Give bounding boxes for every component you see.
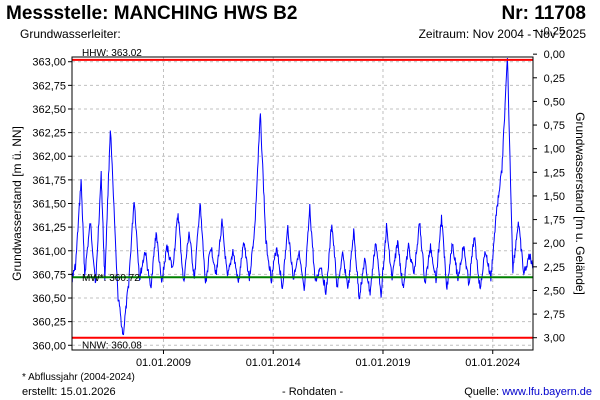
y-tick-label-right: 2,00 xyxy=(544,238,565,250)
y-tick-label-left: 360,25 xyxy=(32,317,66,329)
y-tick-label-right: 2,75 xyxy=(544,309,565,321)
y-tick-label-left: 360,50 xyxy=(32,293,66,305)
x-tick-label: 01.01.2014 xyxy=(246,357,301,369)
mean-line-label: MW*: 360.72 xyxy=(82,273,140,284)
y-tick-label-right: 1,25 xyxy=(544,167,565,179)
y-tick-label-right: 0,00 xyxy=(544,49,565,61)
y-tick-label-left: 361,75 xyxy=(32,175,66,187)
x-tick-label: 01.01.2024 xyxy=(465,357,520,369)
y-axis-label-left: Grundwasserstand [m ü. NN] xyxy=(10,126,24,281)
nnw-label: NNW: 360.08 xyxy=(82,341,142,352)
y-tick-label-left: 361,00 xyxy=(32,246,66,258)
y-tick-label-left: 362,00 xyxy=(32,151,66,163)
y-tick-label-left: 360,00 xyxy=(32,340,66,352)
y-tick-label-right: 1,00 xyxy=(544,144,565,156)
y-tick-label-left: 361,25 xyxy=(32,222,66,234)
reference-lines: MW*: 360.72 HHW: 363.02 NNW: 360.08 xyxy=(72,48,533,352)
y-tick-label-right: 1,75 xyxy=(544,215,565,227)
y-tick-label-right: 3,00 xyxy=(544,333,565,345)
y-tick-label-left: 362,75 xyxy=(32,80,66,92)
y-tick-label-right: 1,50 xyxy=(544,191,565,203)
y-tick-label-right: 0,75 xyxy=(544,120,565,132)
y-tick-label-right: -0,25 xyxy=(540,26,565,38)
created-date: erstellt: 15.01.2026 xyxy=(22,386,116,398)
series-layer xyxy=(71,57,534,336)
series-line xyxy=(71,57,534,336)
source-link[interactable]: www.lfu.bayern.de xyxy=(502,386,592,398)
y-tick-label-left: 361,50 xyxy=(32,199,66,211)
footnote: * Abflussjahr (2004-2024) xyxy=(22,372,135,383)
x-tick-label: 01.01.2009 xyxy=(136,357,191,369)
y-tick-label-right: 2,25 xyxy=(544,262,565,274)
hhw-label: HHW: 363.02 xyxy=(82,48,142,59)
y-tick-label-right: 0,25 xyxy=(544,73,565,85)
axis-ticks: 360,00 360,25 360,50 360,75 361,00 361,25 361,… xyxy=(32,26,565,369)
y-tick-label-left: 360,75 xyxy=(32,269,66,281)
station-title: Messstelle: MANCHING HWS B2 xyxy=(6,3,298,24)
y-tick-label-left: 362,25 xyxy=(32,128,66,140)
y-tick-label-right: 2,50 xyxy=(544,285,565,297)
y-axis-label-right: Grundwasserstand [m u. Gelände] xyxy=(573,112,587,295)
y-tick-label-right: 0,50 xyxy=(544,96,565,108)
y-tick-label-left: 362,50 xyxy=(32,104,66,116)
x-tick-label: 01.01.2019 xyxy=(355,357,410,369)
y-tick-label-left: 363,00 xyxy=(32,57,66,69)
source-label: Quelle: xyxy=(464,386,503,398)
raw-data-label: - Rohdaten - xyxy=(282,386,344,398)
aquifer-label: Grundwasserleiter: xyxy=(20,27,121,41)
period-label: Zeitraum: Nov 2004 - Nov 2025 xyxy=(418,27,586,41)
station-number: Nr: 11708 xyxy=(501,3,586,24)
source: Quelle: www.lfu.bayern.de xyxy=(464,386,592,398)
grid xyxy=(72,57,533,350)
